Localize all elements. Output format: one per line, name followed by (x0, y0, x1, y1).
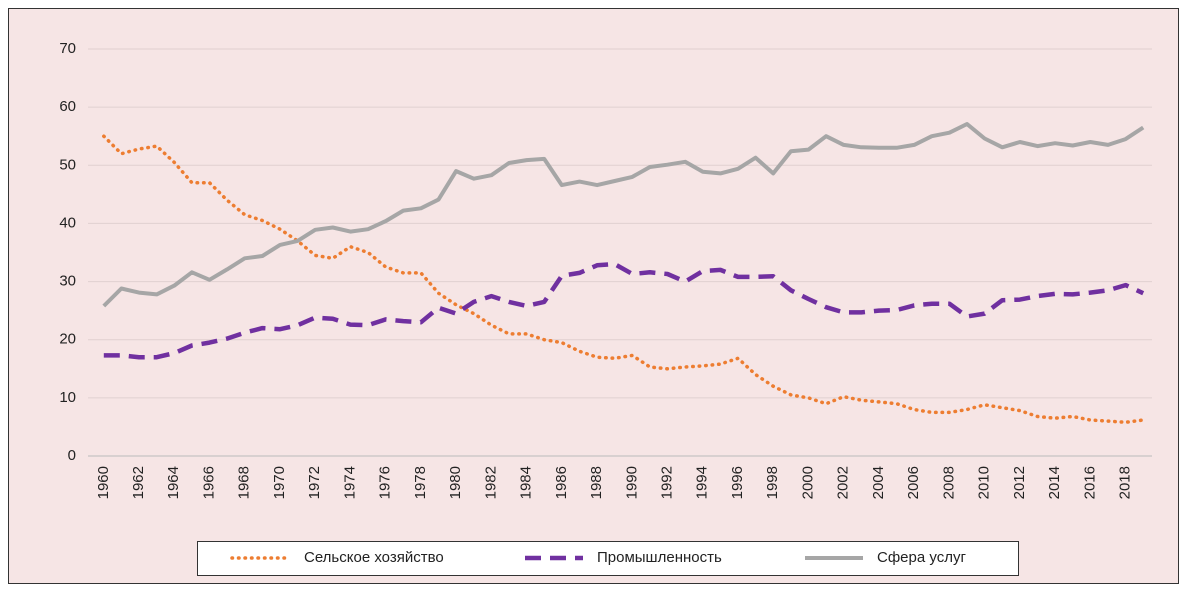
x-tick-label: 1974 (341, 466, 358, 499)
x-tick-label: 2000 (799, 466, 816, 499)
x-tick-label: 1966 (200, 466, 217, 499)
x-tick-label: 1980 (447, 466, 464, 499)
x-tick-label: 1962 (130, 466, 147, 499)
x-tick-label: 1992 (659, 466, 676, 499)
x-tick-label: 1982 (482, 466, 499, 499)
legend-label: Промышленность (597, 549, 722, 566)
series-line (103, 261, 1145, 360)
x-tick-label: 1994 (694, 466, 711, 499)
x-tick-label: 2014 (1046, 466, 1063, 499)
x-tick-label: 2002 (835, 466, 852, 499)
x-tick-label: 1988 (588, 466, 605, 499)
x-tick-label: 1998 (764, 466, 781, 499)
x-tick-label: 2018 (1117, 466, 1134, 499)
x-tick-label: 2010 (976, 466, 993, 499)
x-tick-label: 1990 (623, 466, 640, 499)
y-tick-label: 0 (68, 447, 76, 464)
x-tick-label: 1964 (165, 466, 182, 499)
x-tick-label: 1984 (518, 466, 535, 499)
x-tick-label: 1986 (553, 466, 570, 499)
x-tick-label: 2008 (940, 466, 957, 499)
y-tick-label: 50 (59, 156, 76, 173)
y-tick-label: 70 (59, 40, 76, 57)
x-tick-label: 1970 (271, 466, 288, 499)
x-tick-label: 2012 (1011, 466, 1028, 499)
y-tick-label: 10 (59, 389, 76, 406)
x-tick-label: 1960 (95, 466, 112, 499)
legend-box (197, 541, 1019, 576)
x-tick-label: 1972 (306, 466, 323, 499)
series-line (102, 122, 1145, 308)
legend-label: Сельское хозяйство (304, 549, 444, 566)
y-tick-label: 40 (59, 214, 76, 231)
chart-frame (8, 8, 1179, 584)
x-tick-label: 1996 (729, 466, 746, 499)
series-line (102, 134, 1145, 425)
x-tick-label: 1976 (377, 466, 394, 499)
y-tick-label: 60 (59, 98, 76, 115)
x-tick-label: 1968 (236, 466, 253, 499)
x-tick-label: 2004 (870, 466, 887, 499)
y-tick-label: 20 (59, 331, 76, 348)
legend-label: Сфера услуг (877, 549, 966, 566)
x-tick-label: 2016 (1081, 466, 1098, 499)
y-tick-label: 30 (59, 273, 76, 290)
x-tick-label: 1978 (412, 466, 429, 499)
x-tick-label: 2006 (905, 466, 922, 499)
